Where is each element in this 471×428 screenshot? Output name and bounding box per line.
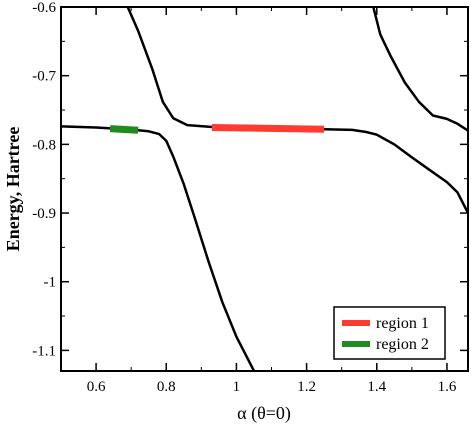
x-axis-title: α (θ=0) (237, 403, 291, 424)
x-tick-label: 1 (233, 379, 241, 395)
x-tick-label: 0.8 (157, 379, 176, 395)
y-tick-label: -0.7 (32, 69, 56, 85)
legend-label-1: region 1 (376, 315, 429, 332)
region-1-segment (211, 124, 325, 133)
y-tick-label: -0.9 (32, 206, 56, 222)
y-tick-label: -1.1 (32, 343, 56, 359)
legend-label-2: region 2 (376, 336, 429, 353)
ticks-layer: 0.6 0.8 1 1.2 1.4 1.6 -0.6 -0.7 -0.8 -0.9 -1 -1.1 (32, 0, 468, 395)
curve-1 (61, 125, 256, 371)
legend: region 1 region 2 (333, 306, 446, 360)
curve-3 (372, 7, 468, 132)
y-tick-label: -0.8 (32, 137, 56, 153)
plot-frame (60, 6, 469, 372)
y-tick-label: -0.6 (32, 0, 56, 16)
region-2-segment (109, 125, 139, 134)
x-tick-label: 1.6 (438, 379, 457, 395)
y-axis-title: Energy, Hartree (3, 127, 23, 252)
legend-box (333, 306, 446, 360)
x-tick-label: 1.2 (297, 379, 316, 395)
y-tick-label: -1 (44, 275, 57, 291)
series-layer (109, 124, 325, 134)
curve-2 (126, 7, 468, 215)
x-tick-label: 0.6 (87, 379, 106, 395)
x-tick-label: 1.4 (367, 379, 386, 395)
